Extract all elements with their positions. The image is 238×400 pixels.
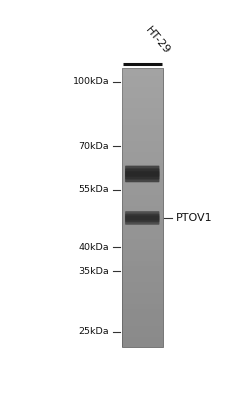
Text: 35kDa: 35kDa <box>78 266 109 276</box>
FancyBboxPatch shape <box>125 166 159 182</box>
FancyBboxPatch shape <box>125 216 159 220</box>
Text: HT-29: HT-29 <box>143 24 172 56</box>
FancyBboxPatch shape <box>125 214 159 222</box>
FancyBboxPatch shape <box>125 168 159 180</box>
Text: PTOV1: PTOV1 <box>175 213 212 223</box>
FancyBboxPatch shape <box>125 211 159 225</box>
Text: 40kDa: 40kDa <box>79 242 109 252</box>
Text: 25kDa: 25kDa <box>79 327 109 336</box>
Text: 70kDa: 70kDa <box>79 142 109 151</box>
Bar <box>122 68 163 347</box>
FancyBboxPatch shape <box>125 171 159 177</box>
Text: 55kDa: 55kDa <box>79 185 109 194</box>
Text: 100kDa: 100kDa <box>72 77 109 86</box>
